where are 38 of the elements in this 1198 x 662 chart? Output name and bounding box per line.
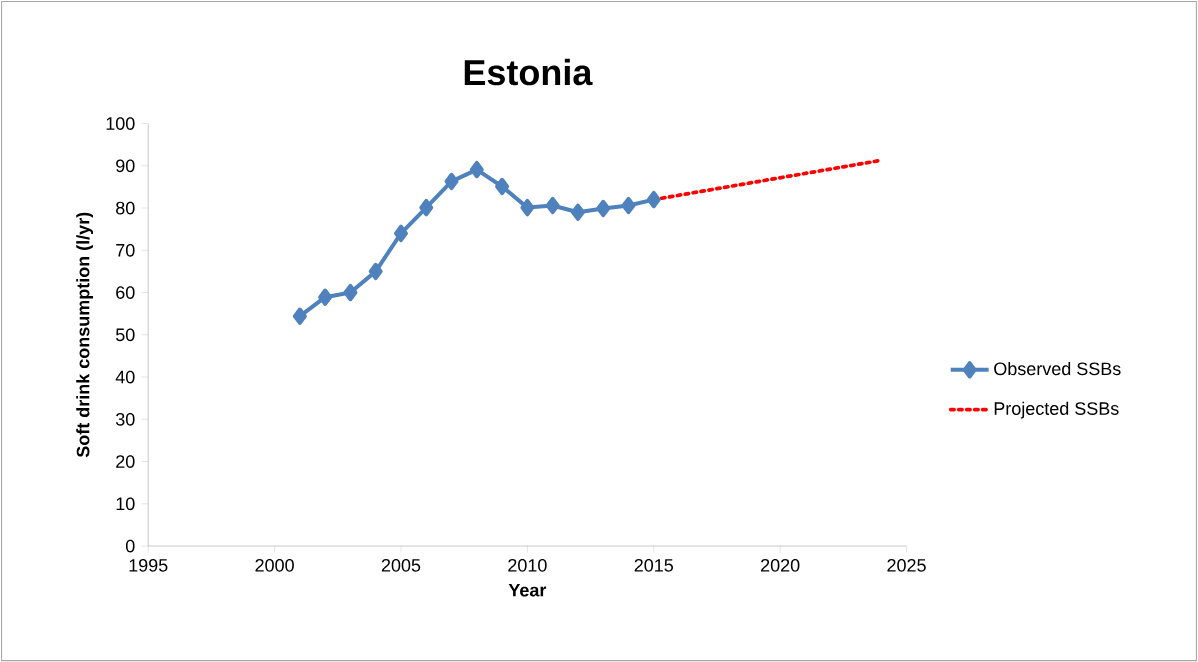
y-tick-label: 0 — [125, 539, 135, 553]
point — [646, 190, 661, 209]
y-tick-label: 60 — [116, 286, 135, 299]
x-tick-label: 1995 — [129, 558, 168, 572]
point — [570, 203, 585, 221]
x-tick-label: 2025 — [887, 558, 926, 572]
point — [419, 198, 434, 217]
x-tick-label: 2005 — [381, 558, 421, 572]
point — [545, 196, 560, 215]
y-tick-label: 80 — [116, 201, 135, 215]
y-tick-label: 50 — [115, 328, 135, 342]
y-tick-label: 30 — [115, 412, 135, 426]
y-axis-title: Soft drink consumption (l/yr) — [76, 212, 93, 458]
x-tick-label: 2020 — [761, 558, 800, 572]
y-tick-label: 40 — [115, 370, 135, 384]
y-tick-label: 90 — [116, 159, 135, 173]
point — [469, 160, 484, 179]
y-tick-label: 20 — [116, 455, 135, 468]
point — [596, 199, 611, 218]
chart-title: Estonia — [464, 58, 593, 86]
point — [444, 172, 459, 190]
y-tick-label: 70 — [116, 243, 135, 257]
x-tick-label: 2010 — [508, 558, 547, 572]
y-tick-label: 100 — [106, 117, 135, 130]
point — [368, 262, 383, 280]
point — [318, 288, 333, 306]
point — [292, 307, 307, 325]
x-axis-title: Year — [508, 583, 547, 597]
point — [393, 224, 408, 242]
point — [520, 198, 535, 217]
y-tick-label: 10 — [116, 497, 135, 511]
point — [621, 196, 636, 215]
legend-label: Observed SSBs — [994, 361, 1121, 376]
legend-label: Projected SSBs — [994, 401, 1119, 419]
point — [495, 177, 510, 196]
x-tick-label: 2000 — [255, 558, 294, 572]
x-tick-label: 2015 — [634, 558, 674, 572]
point — [343, 283, 358, 302]
